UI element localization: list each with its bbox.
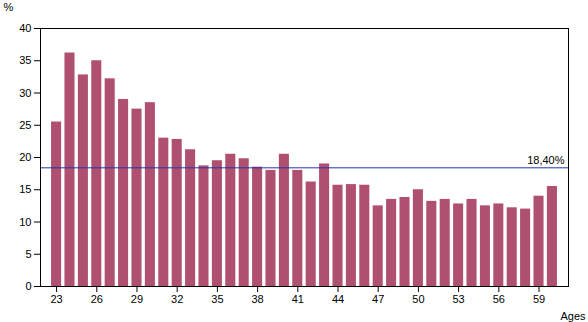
svg-text:56: 56 xyxy=(493,293,505,305)
svg-text:50: 50 xyxy=(412,293,424,305)
svg-text:30: 30 xyxy=(19,87,31,99)
svg-text:18,40%: 18,40% xyxy=(527,154,565,166)
svg-text:10: 10 xyxy=(19,216,31,228)
svg-text:20: 20 xyxy=(19,151,31,163)
svg-text:47: 47 xyxy=(372,293,384,305)
svg-text:25: 25 xyxy=(19,119,31,131)
svg-text:38: 38 xyxy=(251,293,263,305)
svg-text:0: 0 xyxy=(25,280,31,292)
svg-text:5: 5 xyxy=(25,248,31,260)
svg-text:40: 40 xyxy=(19,22,31,34)
svg-text:Ages: Ages xyxy=(560,310,586,322)
svg-text:29: 29 xyxy=(131,293,143,305)
svg-text:35: 35 xyxy=(211,293,223,305)
svg-text:32: 32 xyxy=(171,293,183,305)
svg-text:35: 35 xyxy=(19,54,31,66)
svg-text:%: % xyxy=(4,1,14,13)
svg-text:23: 23 xyxy=(50,293,62,305)
svg-text:26: 26 xyxy=(91,293,103,305)
svg-text:53: 53 xyxy=(452,293,464,305)
svg-text:44: 44 xyxy=(332,293,344,305)
svg-text:41: 41 xyxy=(292,293,304,305)
svg-text:59: 59 xyxy=(533,293,545,305)
svg-text:15: 15 xyxy=(19,183,31,195)
